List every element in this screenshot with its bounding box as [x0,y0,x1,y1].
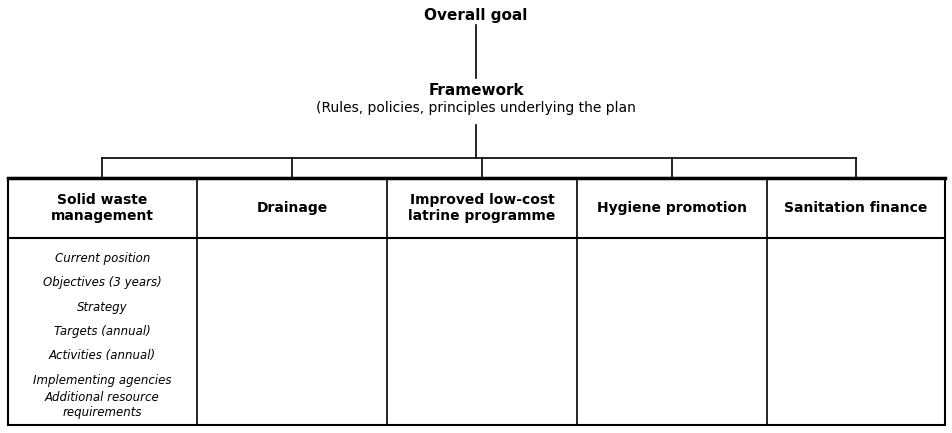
Text: Improved low-cost
latrine programme: Improved low-cost latrine programme [407,193,555,223]
Text: Targets (annual): Targets (annual) [54,325,150,338]
Text: Overall goal: Overall goal [424,8,527,23]
Text: Objectives (3 years): Objectives (3 years) [43,276,162,289]
Text: Current position: Current position [55,252,150,265]
Text: Framework: Framework [427,83,524,98]
Text: (Rules, policies, principles underlying the plan: (Rules, policies, principles underlying … [316,101,635,115]
Text: Implementing agencies: Implementing agencies [33,374,171,387]
Text: Hygiene promotion: Hygiene promotion [596,201,746,215]
Text: Sanitation finance: Sanitation finance [783,201,926,215]
Text: Strategy: Strategy [77,301,128,313]
Text: Drainage: Drainage [256,201,327,215]
Text: Additional resource
requirements: Additional resource requirements [45,391,160,419]
Text: Solid waste
management: Solid waste management [51,193,154,223]
Text: Activities (annual): Activities (annual) [49,349,156,362]
Bar [8,178,944,425]
